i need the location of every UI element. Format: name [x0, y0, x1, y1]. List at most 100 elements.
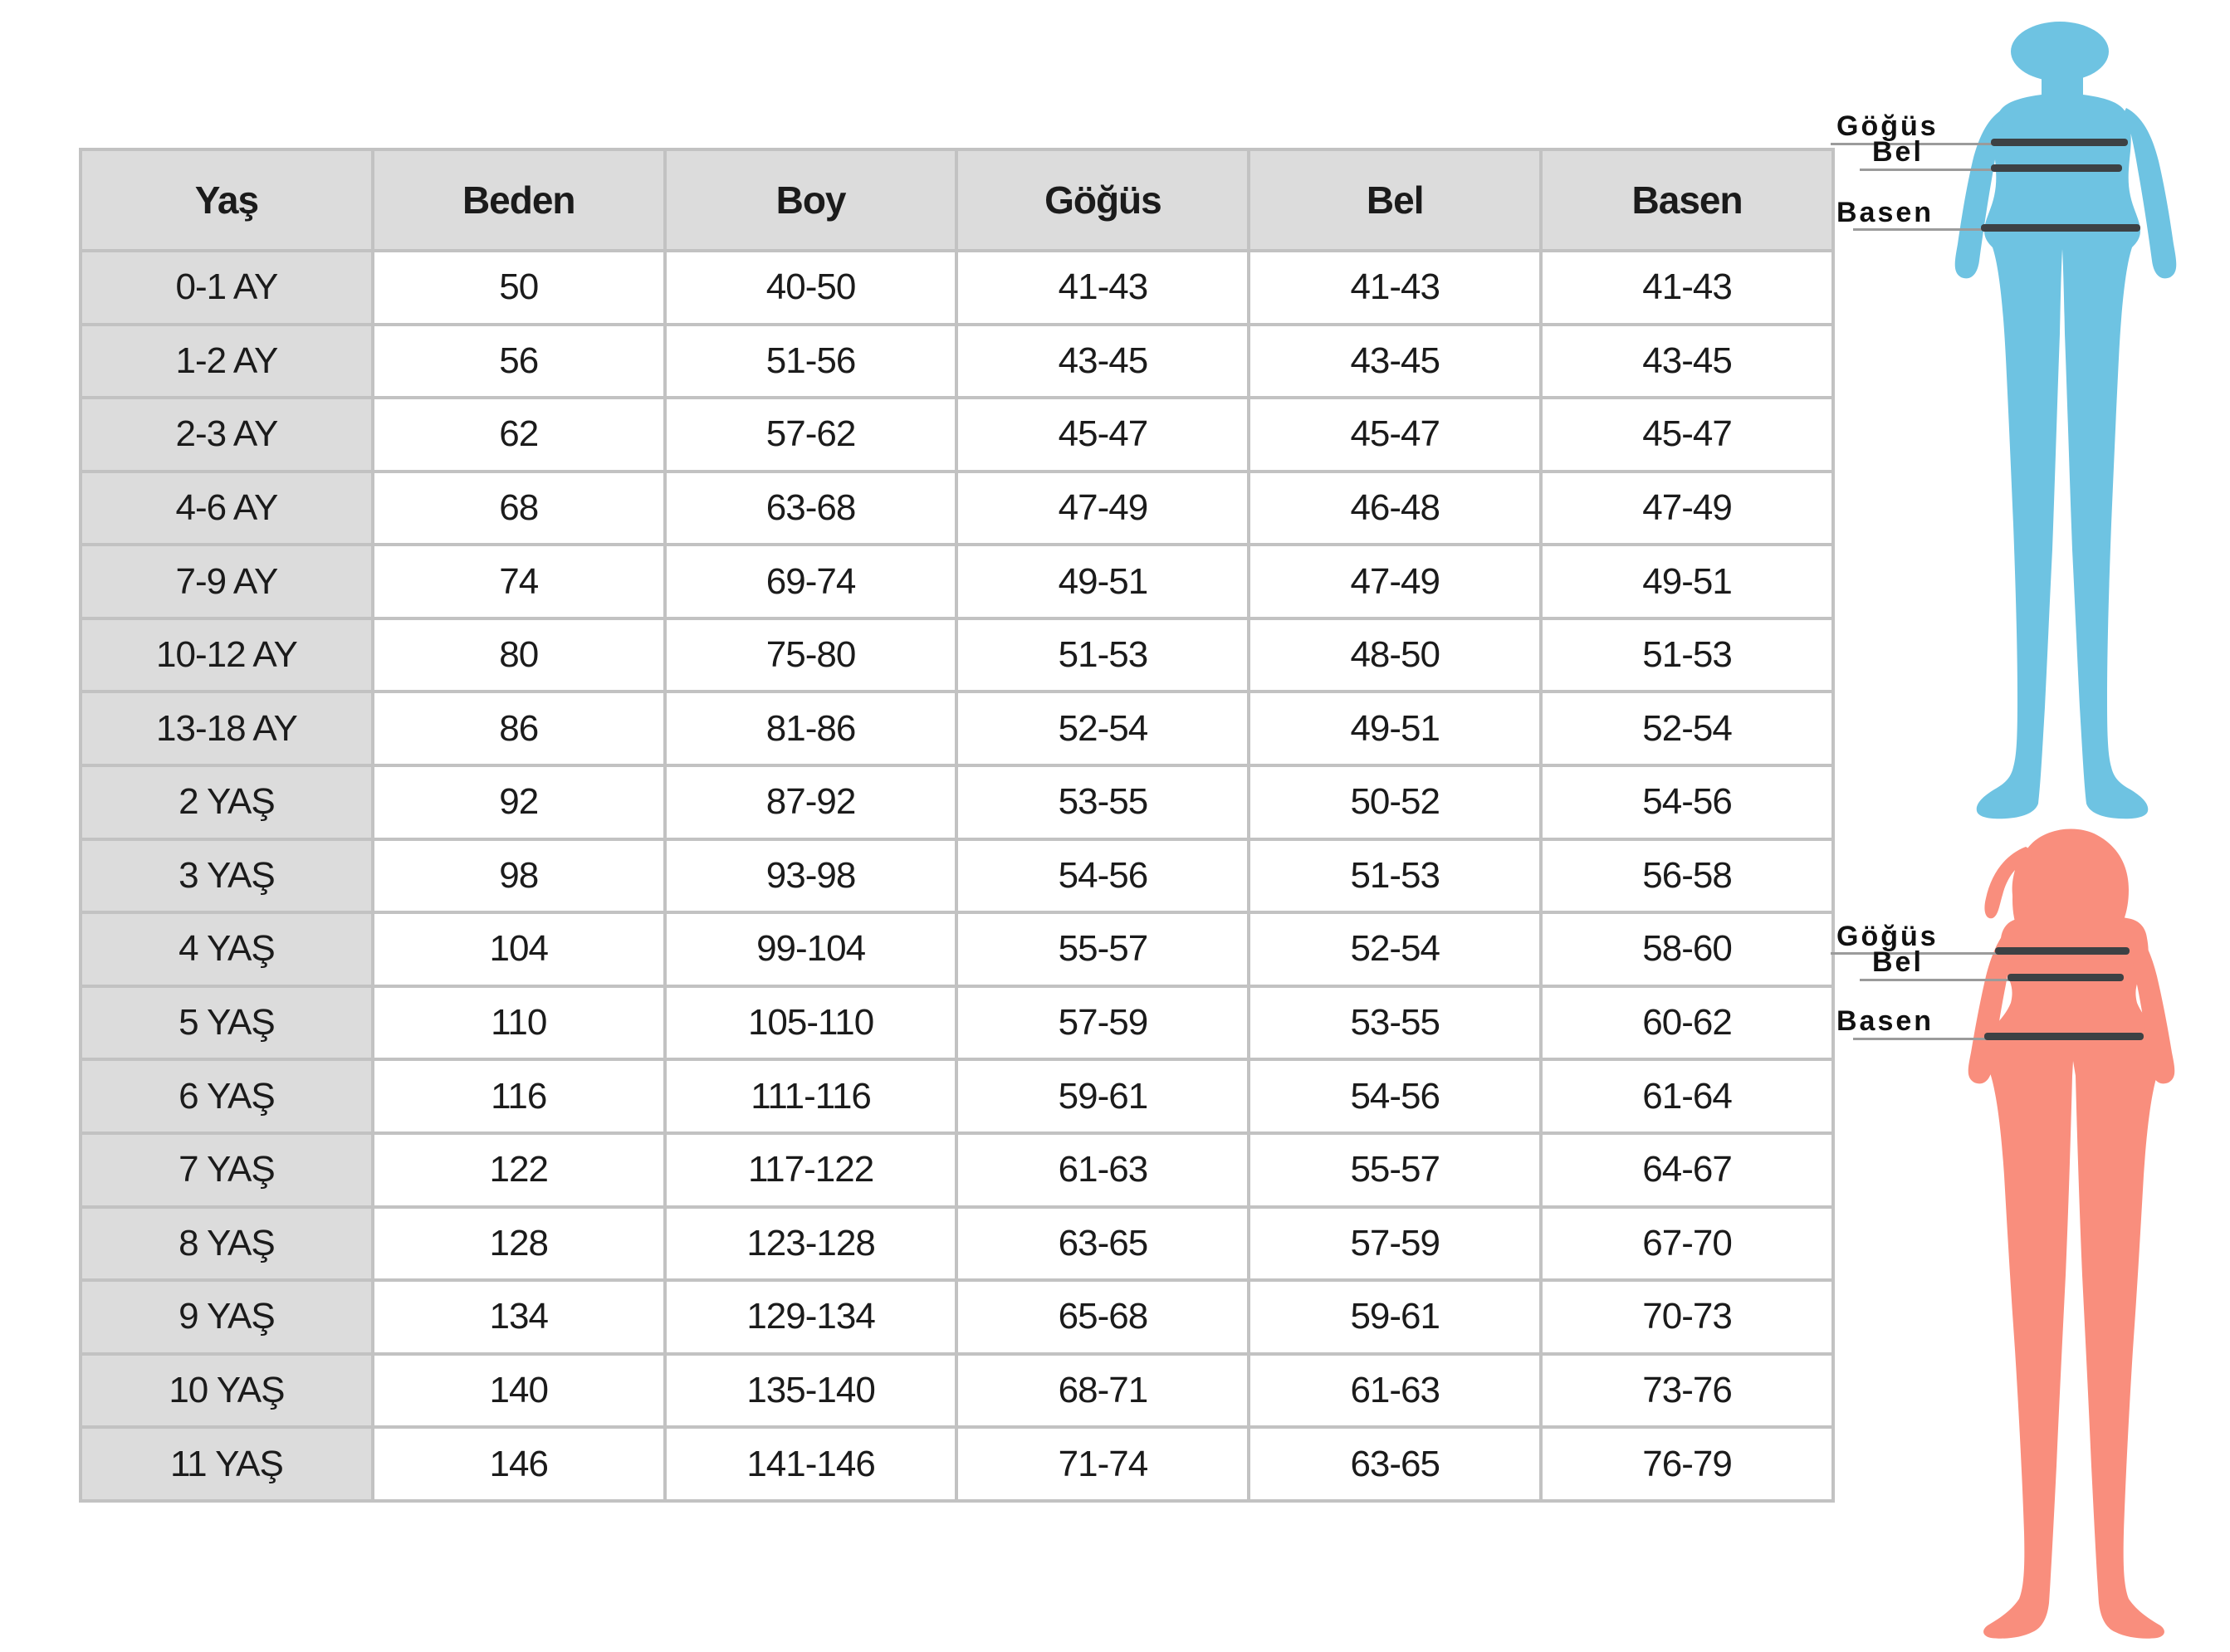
value-cell: 122 [370, 1131, 667, 1209]
size-table-body: 0-1 AY 50 40-50 41-43 41-43 41-43 1-2 AY 56 51-5… [79, 249, 1835, 1503]
age-cell: 3 YAŞ [79, 837, 374, 915]
value-cell: 41-43 [955, 249, 1251, 326]
value-cell: 52-54 [955, 690, 1251, 768]
age-cell: 13-18 AY [79, 690, 374, 768]
header-row: Yaş Beden Boy Göğüs Bel Basen [79, 148, 1835, 252]
value-cell: 53-55 [1247, 984, 1543, 1062]
age-cell: 11 YAŞ [79, 1425, 374, 1503]
value-cell: 52-54 [1539, 690, 1835, 768]
value-cell: 50-52 [1247, 764, 1543, 841]
table-row: 7-9 AY 74 69-74 49-51 47-49 49-51 [79, 543, 1835, 620]
value-cell: 61-63 [1247, 1351, 1543, 1430]
value-cell: 54-56 [955, 837, 1251, 915]
value-cell: 57-59 [1247, 1205, 1543, 1283]
value-cell: 49-51 [955, 543, 1251, 620]
value-cell: 93-98 [663, 837, 959, 915]
value-cell: 117-122 [663, 1131, 959, 1209]
girl-waist-line-extension [1860, 979, 2011, 981]
value-cell: 128 [370, 1205, 667, 1283]
value-cell: 43-45 [955, 322, 1251, 400]
value-cell: 40-50 [663, 249, 959, 326]
value-cell: 129-134 [663, 1278, 959, 1356]
boy-hip-label: Basen [1836, 197, 1934, 228]
table-row: 7 YAŞ 122 117-122 61-63 55-57 64-67 [79, 1131, 1835, 1209]
value-cell: 141-146 [663, 1425, 959, 1503]
age-cell: 8 YAŞ [79, 1205, 374, 1283]
value-cell: 57-62 [663, 396, 959, 473]
girl-silhouette-icon [1968, 828, 2175, 1639]
boy-hip-line [1981, 224, 2140, 232]
value-cell: 50 [370, 249, 667, 326]
age-cell: 5 YAŞ [79, 984, 374, 1062]
value-cell: 53-55 [955, 764, 1251, 841]
value-cell: 48-50 [1247, 616, 1543, 694]
value-cell: 140 [370, 1351, 667, 1430]
value-cell: 45-47 [1247, 396, 1543, 473]
age-cell: 1-2 AY [79, 322, 374, 400]
table-row: 5 YAŞ 110 105-110 57-59 53-55 60-62 [79, 984, 1835, 1062]
value-cell: 135-140 [663, 1351, 959, 1430]
value-cell: 54-56 [1539, 764, 1835, 841]
value-cell: 56-58 [1539, 837, 1835, 915]
girl-waist-line [2007, 974, 2124, 981]
table-row: 4 YAŞ 104 99-104 55-57 52-54 58-60 [79, 911, 1835, 988]
size-table-head: Yaş Beden Boy Göğüs Bel Basen [79, 148, 1835, 252]
value-cell: 68-71 [955, 1351, 1251, 1430]
value-cell: 51-53 [1539, 616, 1835, 694]
age-cell: 7 YAŞ [79, 1131, 374, 1209]
value-cell: 61-64 [1539, 1058, 1835, 1135]
value-cell: 51-53 [1247, 837, 1543, 915]
age-cell: 0-1 AY [79, 249, 374, 326]
table-row: 9 YAŞ 134 129-134 65-68 59-61 70-73 [79, 1278, 1835, 1356]
value-cell: 86 [370, 690, 667, 768]
value-cell: 51-53 [955, 616, 1251, 694]
value-cell: 74 [370, 543, 667, 620]
value-cell: 76-79 [1539, 1425, 1835, 1503]
age-cell: 10 YAŞ [79, 1351, 374, 1430]
boy-waist-line-extension [1860, 169, 1997, 171]
value-cell: 59-61 [1247, 1278, 1543, 1356]
value-cell: 62 [370, 396, 667, 473]
boy-chest-label: Göğüs [1836, 110, 1939, 142]
size-table: Yaş Beden Boy Göğüs Bel Basen 0-1 AY 50 40-50 41… [79, 148, 1835, 1503]
age-cell: 4 YAŞ [79, 911, 374, 988]
value-cell: 43-45 [1247, 322, 1543, 400]
girl-hip-label: Basen [1836, 1005, 1934, 1037]
table-row: 1-2 AY 56 51-56 43-45 43-45 43-45 [79, 322, 1835, 400]
column-header-0: Yaş [79, 148, 374, 252]
value-cell: 59-61 [955, 1058, 1251, 1135]
value-cell: 99-104 [663, 911, 959, 988]
age-cell: 2-3 AY [79, 396, 374, 473]
value-cell: 45-47 [955, 396, 1251, 473]
value-cell: 73-76 [1539, 1351, 1835, 1430]
value-cell: 134 [370, 1278, 667, 1356]
value-cell: 41-43 [1247, 249, 1543, 326]
value-cell: 116 [370, 1058, 667, 1135]
column-header-3: Göğüs [955, 148, 1251, 252]
value-cell: 49-51 [1539, 543, 1835, 620]
value-cell: 105-110 [663, 984, 959, 1062]
girl-hip-line-extension [1853, 1038, 1988, 1040]
value-cell: 47-49 [955, 469, 1251, 547]
value-cell: 43-45 [1539, 322, 1835, 400]
value-cell: 80 [370, 616, 667, 694]
value-cell: 54-56 [1247, 1058, 1543, 1135]
value-cell: 55-57 [955, 911, 1251, 988]
value-cell: 123-128 [663, 1205, 959, 1283]
table-row: 4-6 AY 68 63-68 47-49 46-48 47-49 [79, 469, 1835, 547]
age-cell: 2 YAŞ [79, 764, 374, 841]
age-cell: 6 YAŞ [79, 1058, 374, 1135]
age-cell: 7-9 AY [79, 543, 374, 620]
boy-silhouette-icon [1954, 22, 2177, 819]
value-cell: 41-43 [1539, 249, 1835, 326]
girl-hip-line [1984, 1033, 2144, 1040]
value-cell: 67-70 [1539, 1205, 1835, 1283]
boy-waist-label: Bel [1872, 136, 1924, 168]
girl-waist-label: Bel [1872, 946, 1924, 978]
value-cell: 63-65 [955, 1205, 1251, 1283]
value-cell: 61-63 [955, 1131, 1251, 1209]
value-cell: 45-47 [1539, 396, 1835, 473]
value-cell: 69-74 [663, 543, 959, 620]
value-cell: 63-65 [1247, 1425, 1543, 1503]
table-row: 11 YAŞ 146 141-146 71-74 63-65 76-79 [79, 1425, 1835, 1503]
